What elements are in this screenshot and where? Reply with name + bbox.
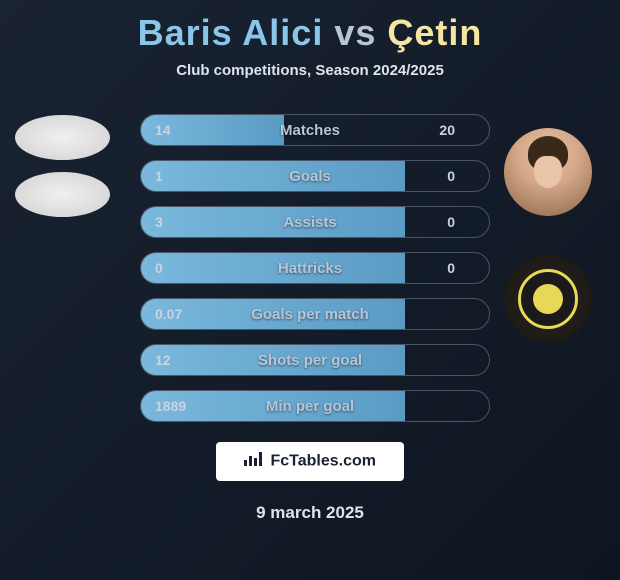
stat-label: Matches [280, 122, 340, 139]
vs-text: vs [334, 12, 376, 53]
stat-label: Hattricks [278, 260, 342, 277]
stat-value-right: 20 [439, 122, 455, 138]
stat-row: 3 0 Assists [20, 206, 600, 238]
stat-row: 14 20 Matches [20, 114, 600, 146]
stats-container: 14 20 Matches 1 0 Goals 3 0 Assists 0 0 Hattricks 0.… [0, 114, 620, 422]
stat-label: Goals per match [251, 306, 369, 323]
stat-row: 0 0 Hattricks [20, 252, 600, 284]
player1-name: Baris Alici [138, 12, 324, 53]
stat-row: 12 Shots per goal [20, 344, 600, 376]
comparison-title: Baris Alici vs Çetin [0, 12, 620, 54]
stat-row: 1889 Min per goal [20, 390, 600, 422]
stat-value-left: 3 [155, 214, 163, 230]
stat-value-right: 0 [447, 214, 455, 230]
fctables-badge[interactable]: FcTables.com [216, 442, 404, 481]
chart-icon [244, 452, 262, 471]
stat-label: Goals [289, 168, 331, 185]
subtitle: Club competitions, Season 2024/2025 [0, 62, 620, 79]
stat-bar-fill [141, 207, 405, 237]
stat-row: 1 0 Goals [20, 160, 600, 192]
stat-value-left: 0.07 [155, 306, 182, 322]
stat-value-right: 0 [447, 168, 455, 184]
stat-bar-fill [141, 161, 405, 191]
stat-label: Min per goal [266, 398, 354, 415]
stat-value-left: 0 [155, 260, 163, 276]
site-name: FcTables.com [270, 453, 376, 470]
stat-label: Shots per goal [258, 352, 362, 369]
stat-value-right: 0 [447, 260, 455, 276]
stat-value-left: 1889 [155, 398, 186, 414]
stat-value-left: 1 [155, 168, 163, 184]
header: Baris Alici vs Çetin Club competitions, … [0, 0, 620, 79]
stat-bar-fill [141, 253, 405, 283]
stat-row: 0.07 Goals per match [20, 298, 600, 330]
player2-name: Çetin [387, 12, 482, 53]
footer: FcTables.com 9 march 2025 [0, 442, 620, 523]
stat-label: Assists [283, 214, 336, 231]
stat-value-left: 12 [155, 352, 171, 368]
date-text: 9 march 2025 [0, 503, 620, 523]
stat-value-left: 14 [155, 122, 171, 138]
